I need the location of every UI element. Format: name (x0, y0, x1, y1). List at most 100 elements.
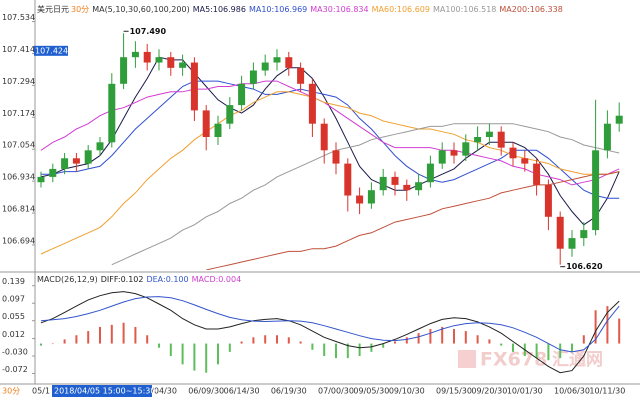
candle-body (521, 158, 529, 164)
x-tick-label: 06/19/30 (271, 387, 307, 396)
legend-entry: MACD:0.004 (192, 275, 242, 284)
indicator-line (40, 56, 620, 226)
candle-body (96, 142, 104, 151)
x-tick-label: 09/20/30 (471, 387, 507, 396)
crosshair-time-box (52, 385, 152, 397)
candle-body (544, 184, 552, 217)
candle-body (438, 150, 446, 164)
macd-bar (512, 343, 514, 352)
macd-bar (488, 339, 491, 344)
macd-bar (405, 337, 408, 344)
candle-body (615, 115, 623, 124)
y-tick-label: 107.534 (2, 13, 35, 22)
macd-bar (146, 335, 149, 344)
macd-bar (205, 343, 208, 373)
macd-bar (382, 343, 385, 348)
x-tick-label: 06/14/30 (224, 387, 260, 396)
x-tick-label: 06/04/30 (141, 387, 177, 396)
ma-label: MA(5,10,30,60,100,200) (92, 5, 190, 14)
macd-bar (110, 324, 113, 344)
macd-bar (134, 326, 137, 344)
candle-body (120, 57, 128, 84)
candle-body (403, 184, 411, 191)
macd-bar (358, 343, 361, 357)
indicator-line (40, 91, 620, 255)
plot-area (40, 291, 621, 374)
macd-bar (535, 343, 538, 359)
y-tick-label: 107.174 (2, 109, 35, 118)
candle-body (202, 110, 210, 137)
candle-body (509, 147, 517, 159)
candle-body (332, 150, 340, 164)
candle-body (167, 57, 175, 68)
candle-body (84, 150, 92, 164)
macd-bar (240, 341, 243, 344)
macd-bar (582, 335, 585, 344)
indicator-line (41, 80, 620, 199)
macd-bar (335, 343, 337, 359)
x-tick-label: 10/01/30 (507, 387, 543, 396)
candle-body (485, 131, 493, 137)
legend-entry: MA100:106.518 (433, 5, 496, 14)
crosshair-price-box (34, 45, 68, 56)
candle-body (108, 83, 116, 143)
legend-entry: MA5:106.986 (193, 5, 246, 14)
candle-body (131, 51, 139, 58)
x-tick-label: 05/1 (32, 387, 50, 396)
macd-bar (276, 335, 278, 344)
macd-bar (476, 335, 479, 344)
candle-body (273, 57, 281, 63)
candle-body (72, 158, 80, 164)
crosshair-time: 2018/04/05 15:00~15:30 (54, 387, 155, 396)
y-tick-label: 0.055 (2, 312, 25, 321)
macd-bar (264, 335, 267, 344)
macd-bar (122, 322, 125, 344)
macd-bar (87, 331, 90, 344)
crosshair-price: 107.424 (35, 46, 68, 55)
candle-body (37, 176, 45, 183)
legend-entry: DIFF:0.102 (101, 275, 144, 284)
candle-body (190, 62, 198, 111)
macd-bar (606, 306, 609, 344)
x-tick-label: 07/00/30 (318, 387, 354, 396)
macd-bar (394, 341, 396, 344)
indicator-line (111, 123, 620, 266)
candle-body (261, 62, 269, 71)
period-footer: 30分 (2, 387, 20, 396)
x-tick-label: 09/15/30 (436, 387, 472, 396)
macd-bar (453, 329, 455, 344)
indicator-line (40, 291, 620, 374)
macd-bar (63, 339, 66, 344)
macd-bar (252, 337, 255, 344)
candle-body (533, 163, 541, 185)
macd-bar (228, 343, 231, 352)
candle-body (320, 123, 328, 151)
plot-area (37, 33, 623, 270)
candle-body (450, 150, 458, 156)
candle-body (415, 182, 423, 191)
legend-entry: MA60:106.609 (372, 5, 430, 14)
macd-bar (370, 343, 373, 352)
y-tick-label: 107.054 (2, 141, 35, 150)
macd-bar (547, 343, 550, 361)
candle-body (297, 67, 305, 84)
macd-bar (299, 341, 302, 344)
chart-header: 美元日元 30分 MA(5,10,30,60,100,200) MA5:106.986… (37, 4, 563, 14)
macd-bar (429, 329, 432, 344)
annotation-label: 106.620 (566, 262, 603, 271)
y-tick-label: 106.694 (2, 236, 35, 245)
candle-body (426, 163, 434, 183)
period: 30分 (71, 5, 89, 14)
candle-body (474, 137, 482, 143)
macd-bar (559, 343, 562, 359)
candle-body (379, 176, 387, 191)
candle-body (367, 190, 375, 204)
macd-bar (571, 343, 573, 352)
y-tick-label: 0.097 (2, 295, 25, 304)
candle-body (214, 123, 222, 137)
indicator-line (40, 80, 620, 186)
y-tick-label: 107.294 (2, 77, 35, 86)
macd-bar (594, 310, 597, 344)
watermark-logo (458, 350, 476, 368)
chart-title: 美元日元 (37, 4, 69, 14)
